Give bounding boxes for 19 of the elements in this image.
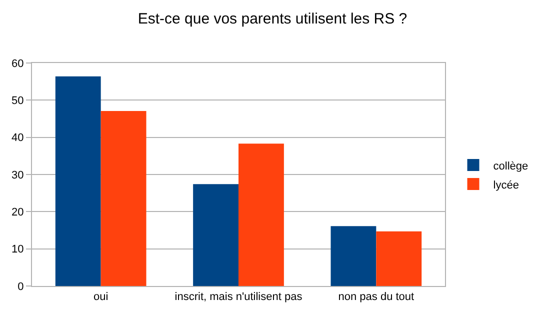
chart-title: Est-ce que vos parents utilisent les RS ? bbox=[138, 10, 408, 28]
bar bbox=[55, 76, 101, 286]
y-tick-label: 30 bbox=[12, 169, 24, 182]
y-tick-label: 0 bbox=[18, 280, 24, 293]
legend-label: collège bbox=[493, 160, 528, 172]
bar bbox=[238, 144, 284, 286]
x-tick-label: inscrit, mais n'utilisent pas bbox=[174, 291, 303, 304]
legend-label: lycée bbox=[493, 179, 519, 192]
y-tick-label: 20 bbox=[12, 206, 24, 219]
y-tick-label: 60 bbox=[12, 58, 24, 70]
y-tick-label: 50 bbox=[12, 95, 24, 108]
bar bbox=[100, 110, 146, 286]
x-tick-label: non pas du tout bbox=[338, 291, 414, 304]
bar bbox=[376, 231, 422, 286]
y-tick-label: 10 bbox=[12, 244, 24, 256]
x-tick-label: oui bbox=[93, 291, 108, 304]
y-tick-label: 40 bbox=[12, 132, 24, 144]
bar bbox=[193, 184, 238, 286]
bar bbox=[330, 226, 376, 286]
